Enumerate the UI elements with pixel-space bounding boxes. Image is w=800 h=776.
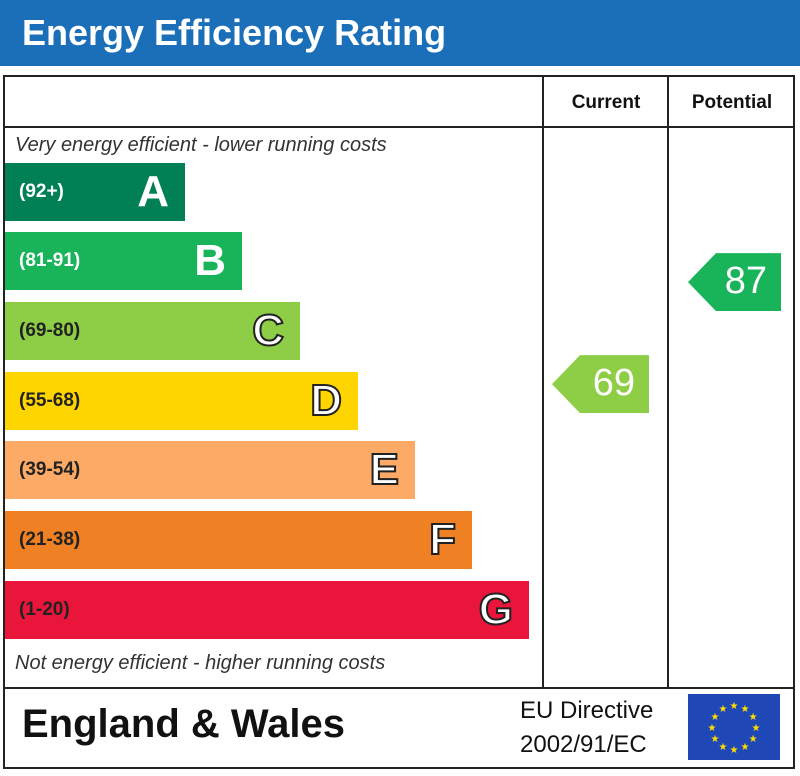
svg-text:★: ★ <box>719 742 728 753</box>
band-c: (69-80) C <box>5 302 300 360</box>
svg-text:★: ★ <box>710 712 719 723</box>
band-letter: F <box>428 514 457 565</box>
svg-text:★: ★ <box>741 742 750 753</box>
band-letter: A <box>137 167 169 216</box>
band-range: (69-80) <box>19 320 81 341</box>
svg-text:★: ★ <box>741 704 750 715</box>
eu-directive-label: EU Directive <box>520 697 654 724</box>
band-d: (55-68) D <box>5 372 358 430</box>
potential-header: Potential <box>691 92 773 113</box>
band-letter: C <box>251 305 285 356</box>
svg-text:★: ★ <box>710 734 719 745</box>
divider <box>542 75 544 689</box>
eu-flag-icon: ★ ★ ★ ★ ★ ★ ★ ★ ★ ★ ★ ★ <box>688 694 780 760</box>
svg-text:★: ★ <box>730 701 739 712</box>
divider <box>3 687 795 689</box>
current-rating-value: 69 <box>592 362 635 405</box>
chart-frame <box>3 75 795 769</box>
divider <box>3 126 795 128</box>
top-note: Very energy efficient - lower running co… <box>15 134 387 156</box>
band-letter: E <box>369 444 400 495</box>
band-a: (92+) A <box>5 163 185 221</box>
region-label: England & Wales <box>22 702 346 746</box>
band-e: (39-54) E <box>5 441 415 499</box>
title-bar: Energy Efficiency Rating <box>0 0 800 66</box>
band-letter: G <box>478 584 514 635</box>
band-letter: B <box>194 236 226 285</box>
band-range: (21-38) <box>19 529 81 550</box>
svg-text:★: ★ <box>752 723 761 734</box>
band-b: (81-91) B <box>5 232 242 290</box>
band-range: (92+) <box>19 181 64 202</box>
svg-text:★: ★ <box>730 745 739 756</box>
band-letter: D <box>309 375 343 426</box>
current-header: Current <box>571 92 641 113</box>
svg-text:★: ★ <box>749 734 758 745</box>
svg-text:★: ★ <box>719 704 728 715</box>
bottom-note: Not energy efficient - higher running co… <box>15 652 386 674</box>
potential-rating-arrow: 87 <box>688 253 781 312</box>
band-f: (21-38) F <box>5 511 472 569</box>
eu-directive-number: 2002/91/EC <box>520 731 647 758</box>
band-range: (81-91) <box>19 250 81 271</box>
svg-text:★: ★ <box>708 723 717 734</box>
band-range: (55-68) <box>19 390 81 411</box>
potential-rating-value: 87 <box>724 260 767 303</box>
band-range: (1-20) <box>19 599 70 620</box>
svg-text:★: ★ <box>749 712 758 723</box>
divider <box>667 75 669 689</box>
band-range: (39-54) <box>19 459 81 480</box>
band-g: (1-20) G <box>5 581 529 639</box>
chart-title: Energy Efficiency Rating <box>22 12 447 53</box>
